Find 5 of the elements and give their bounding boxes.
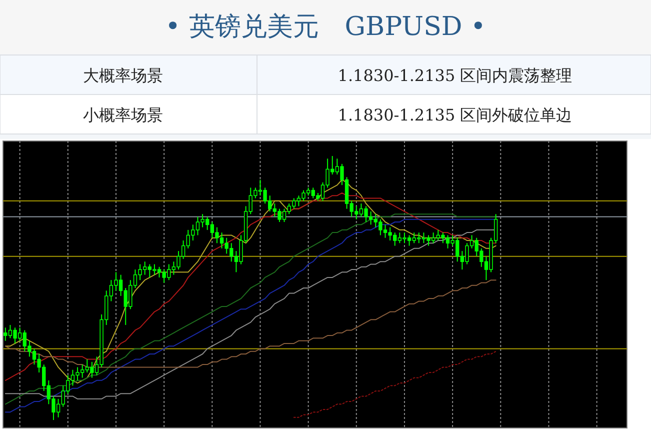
text: 大概率场景 bbox=[83, 66, 163, 85]
text: 1.1830-1.2135 区间外破位单边 bbox=[338, 105, 572, 124]
text: 1.1830-1.2135 区间内震荡整理 bbox=[338, 66, 572, 85]
text: 小概率场景 bbox=[83, 105, 163, 124]
chart-title: • 英镑兑美元 GBPUSD • bbox=[165, 12, 486, 42]
